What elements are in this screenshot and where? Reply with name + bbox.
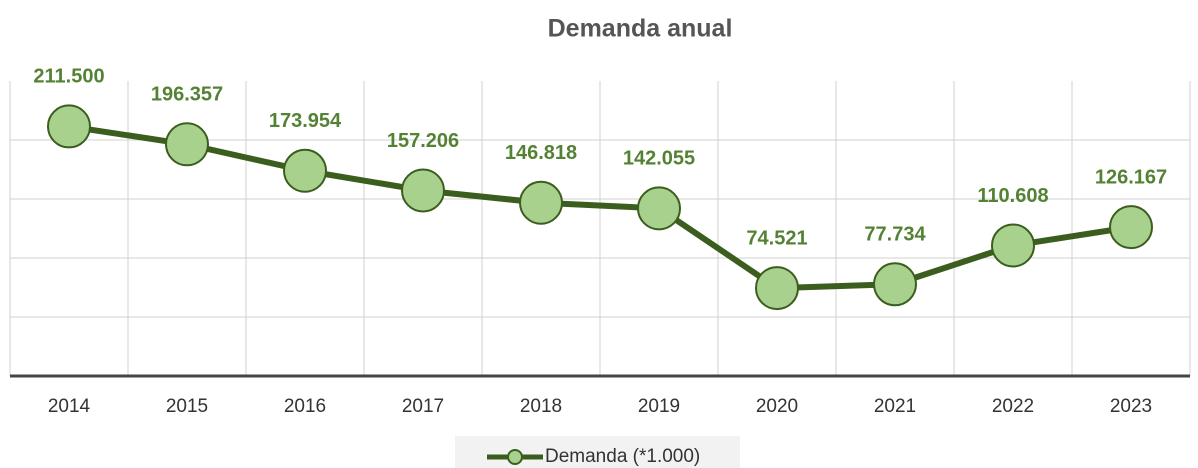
x-tick-label: 2017 (402, 396, 444, 417)
x-tick-label: 2018 (520, 396, 562, 417)
x-tick-label: 2022 (992, 396, 1034, 417)
marker (47, 104, 91, 149)
data-label: 110.608 (977, 185, 1048, 207)
data-label: 126.167 (1095, 166, 1167, 188)
data-label: 146.818 (505, 142, 577, 164)
data-label: 173.954 (269, 110, 342, 132)
x-tick-label: 2023 (1110, 396, 1152, 417)
x-tick-label: 2020 (756, 396, 798, 417)
data-label: 157.206 (387, 130, 459, 152)
x-tick-label: 2021 (874, 396, 916, 417)
marker (283, 148, 327, 193)
data-label: 74.521 (746, 227, 807, 249)
marker (637, 186, 681, 231)
data-label: 77.734 (864, 224, 926, 246)
legend-marker (507, 449, 523, 465)
marker (401, 168, 445, 213)
marker (991, 223, 1035, 268)
line (68, 123, 1132, 292)
marker (165, 122, 209, 167)
data-label: 211.500 (33, 66, 104, 88)
data-label: 142.055 (623, 148, 695, 170)
x-tick-label: 2014 (48, 396, 91, 417)
marker (755, 266, 799, 311)
x-tick-label: 2015 (166, 396, 208, 417)
chart-title: Demanda anual (548, 15, 733, 43)
marker (1109, 205, 1153, 250)
x-tick-label: 2019 (638, 396, 680, 417)
legend-box (455, 436, 740, 468)
legend-label: Demanda (*1.000) (545, 446, 700, 467)
data-label: 196.357 (151, 84, 223, 106)
x-tick-label: 2016 (284, 396, 326, 417)
marker (519, 180, 563, 225)
marker (873, 262, 917, 307)
